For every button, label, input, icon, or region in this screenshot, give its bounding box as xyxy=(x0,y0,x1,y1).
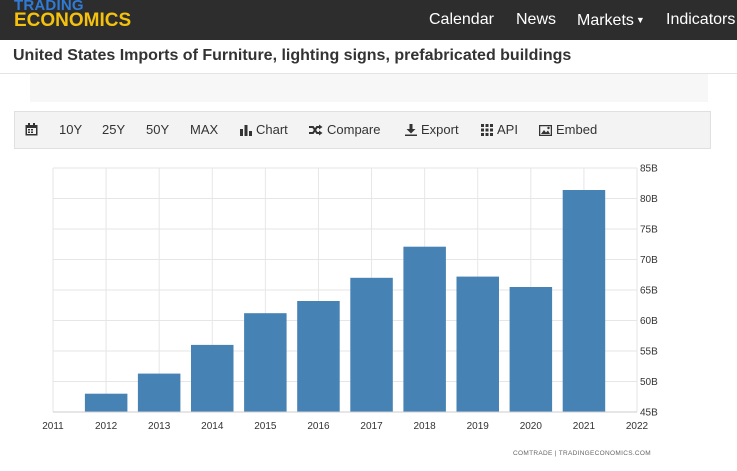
embed-button[interactable]: Embed xyxy=(538,112,598,148)
chart-source-credit: COMTRADE | TRADINGECONOMICS.COM xyxy=(513,450,651,457)
bar-2021 xyxy=(562,190,606,412)
y-tick-label-50B: 50B xyxy=(640,377,658,388)
bar-2016 xyxy=(297,301,340,412)
y-tick-label-75B: 75B xyxy=(640,225,658,236)
x-tick-label-2013: 2013 xyxy=(148,421,171,432)
logo[interactable]: TRADING ECONOMICS xyxy=(14,0,144,40)
bar-2012 xyxy=(84,393,128,412)
y-tick-label-65B: 65B xyxy=(640,286,658,297)
x-tick-label-2017: 2017 xyxy=(360,421,383,432)
x-tick-label-2014: 2014 xyxy=(201,421,224,432)
download-icon xyxy=(405,124,417,136)
api-button-label: API xyxy=(497,122,518,137)
export-button[interactable]: Export xyxy=(405,112,459,148)
grid-icon xyxy=(481,124,493,136)
calendar-icon[interactable] xyxy=(25,112,42,148)
imports-bar-chart: 2011 2012 2013 2014 2015 2016 2017 2018 2019 2020… xyxy=(42,164,658,458)
y-tick-label-85B: 85B xyxy=(640,164,658,175)
ad-placeholder xyxy=(30,74,708,102)
nav-news[interactable]: News xyxy=(516,11,557,28)
bar-2017 xyxy=(350,277,393,412)
x-tick-label-2019: 2019 xyxy=(467,421,490,432)
chart-button[interactable]: Chart xyxy=(240,112,288,148)
y-tick-label-60B: 60B xyxy=(640,316,658,327)
nav-calendar[interactable]: Calendar xyxy=(429,11,494,28)
nav-markets-label: Markets xyxy=(577,12,634,29)
x-tick-label-2021: 2021 xyxy=(573,421,596,432)
logo-economics: ECONOMICS xyxy=(14,10,132,31)
x-tick-label-2022: 2022 xyxy=(626,421,649,432)
bar-2018 xyxy=(403,246,446,412)
x-tick-label-2018: 2018 xyxy=(414,421,437,432)
x-tick-label-2020: 2020 xyxy=(520,421,543,432)
shuffle-icon xyxy=(309,124,323,136)
x-tick-label-2011: 2011 xyxy=(42,421,64,432)
range-25y-button[interactable]: 25Y xyxy=(102,122,126,137)
chart-button-label: Chart xyxy=(256,122,288,137)
x-tick-label-2016: 2016 xyxy=(307,421,330,432)
bar-2019 xyxy=(456,276,499,412)
range-50y-button[interactable]: 50Y xyxy=(146,122,170,137)
compare-button-label: Compare xyxy=(327,122,381,137)
bar-chart-icon xyxy=(240,125,252,136)
bar-2020 xyxy=(509,287,553,412)
image-icon xyxy=(538,124,553,137)
range-10y-button[interactable]: 10Y xyxy=(59,122,83,137)
x-tick-label-2012: 2012 xyxy=(95,421,118,432)
nav-markets[interactable]: Markets ▼ xyxy=(577,0,645,40)
caret-down-icon: ▼ xyxy=(635,15,645,25)
range-max-button[interactable]: MAX xyxy=(190,122,219,137)
y-tick-label-80B: 80B xyxy=(640,194,658,205)
api-button[interactable]: API xyxy=(481,112,518,148)
bar-2014 xyxy=(191,344,234,412)
page-title: United States Imports of Furniture, ligh… xyxy=(13,47,572,64)
y-tick-label-55B: 55B xyxy=(640,347,658,358)
chart-toolbar: 10Y 25Y 50Y MAX Chart Compare Export API… xyxy=(14,111,711,149)
bar-2015 xyxy=(244,313,287,412)
top-navbar: TRADING ECONOMICS Calendar News Markets ▼… xyxy=(0,0,737,40)
logo-trading: TRADING xyxy=(14,0,84,14)
compare-button[interactable]: Compare xyxy=(309,112,380,148)
x-tick-label-2015: 2015 xyxy=(254,421,277,432)
y-tick-label-70B: 70B xyxy=(640,255,658,266)
export-button-label: Export xyxy=(421,122,459,137)
nav-indicators[interactable]: Indicators xyxy=(666,11,736,28)
y-tick-label-45B: 45B xyxy=(640,408,658,419)
divider xyxy=(0,73,737,74)
bar-2013 xyxy=(137,373,181,412)
embed-button-label: Embed xyxy=(556,122,598,137)
